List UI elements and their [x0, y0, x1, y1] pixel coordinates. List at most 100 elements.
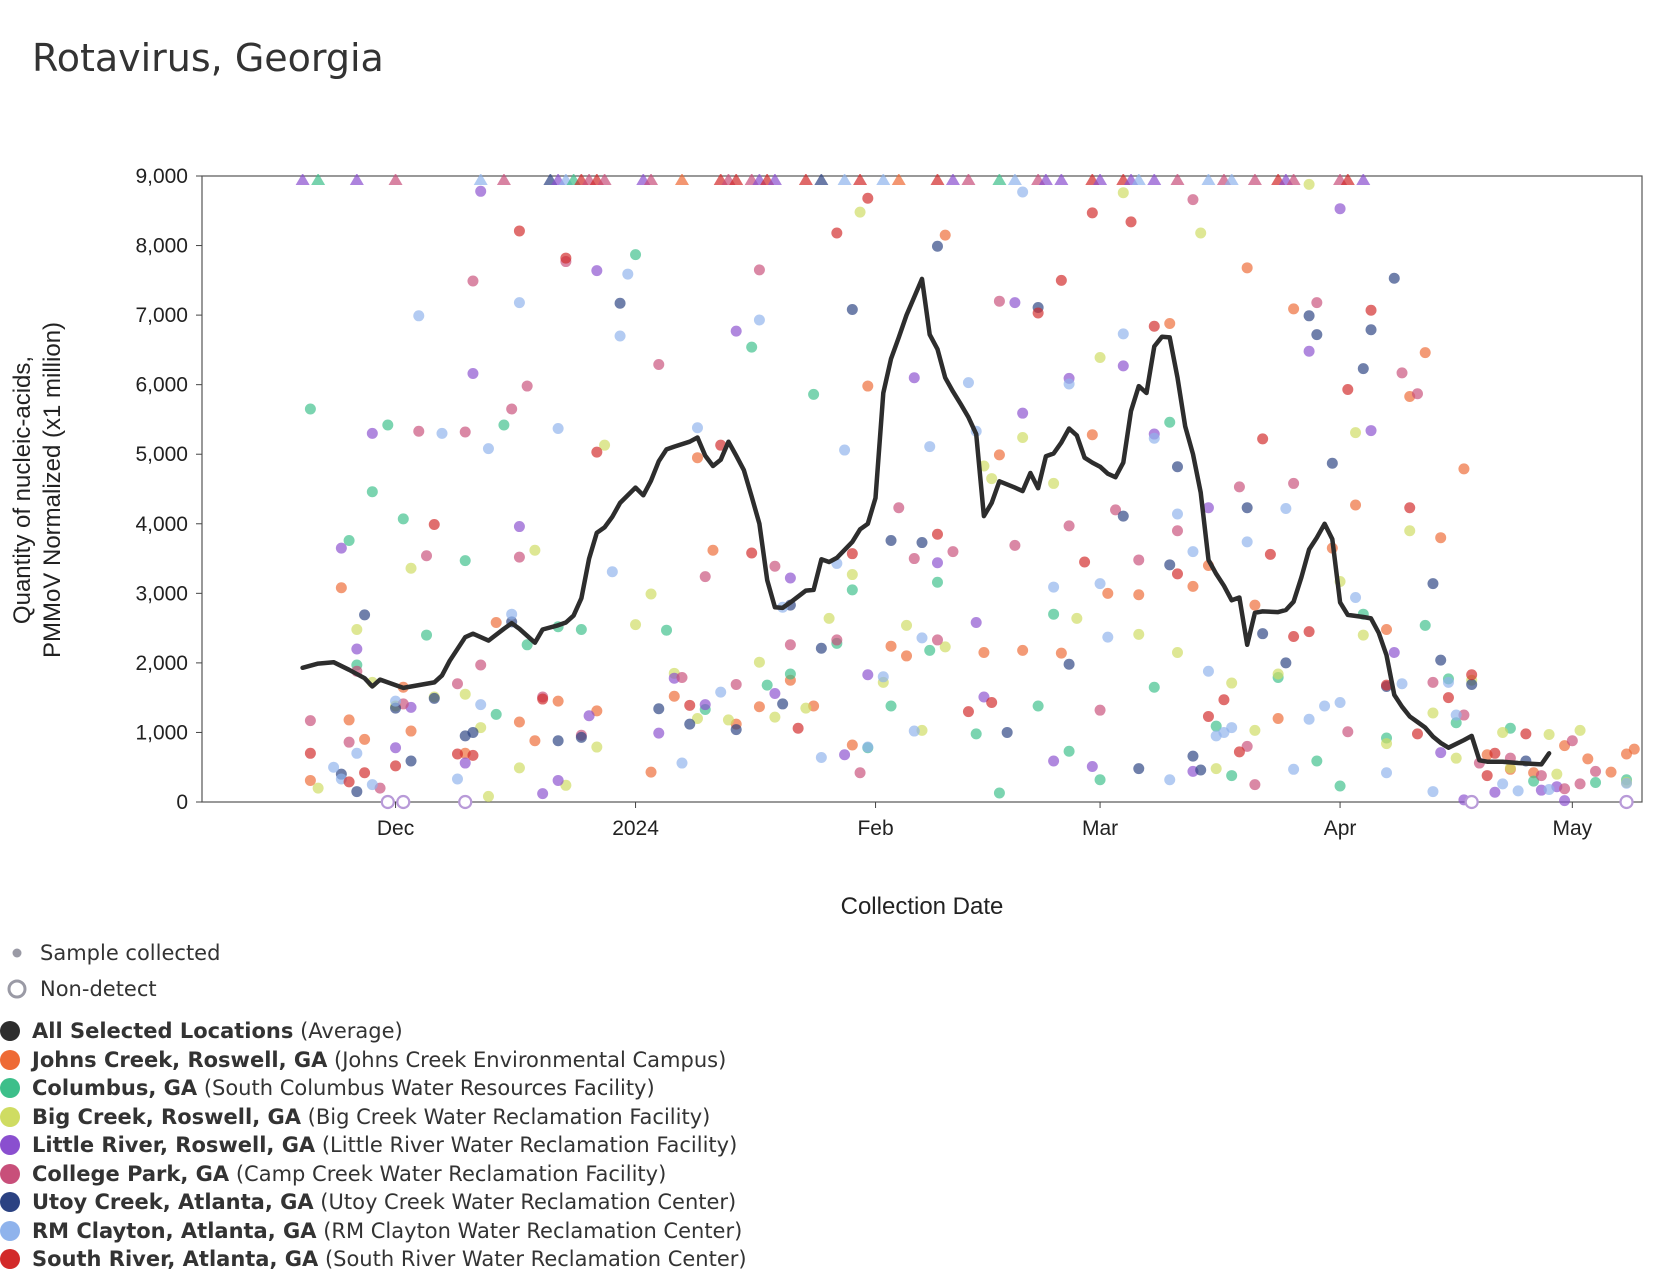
legend-item-label: RM Clayton, Atlanta, GA (RM Clayton Wate… [32, 1218, 742, 1244]
data-point-loc7 [1411, 728, 1423, 740]
data-point-loc3 [1435, 747, 1447, 759]
data-point-loc2 [1249, 724, 1261, 736]
data-point-loc3 [978, 691, 990, 703]
data-point-loc4 [1311, 297, 1323, 309]
data-point-loc2 [1303, 178, 1315, 190]
data-point-loc6 [1350, 592, 1362, 604]
above-range-marker [837, 174, 852, 185]
data-point-loc2 [986, 473, 998, 485]
legend-item-detail: (Big Creek Water Reclamation Facility) [300, 1104, 711, 1129]
data-point-loc3 [1017, 407, 1029, 419]
data-point-loc0 [1017, 644, 1029, 656]
data-point-loc6 [366, 779, 378, 791]
data-point-loc7 [1381, 679, 1393, 691]
data-point-loc6 [1164, 774, 1176, 786]
data-point-loc4 [831, 634, 843, 646]
data-point-loc1 [924, 644, 936, 656]
data-point-loc3 [467, 368, 479, 380]
non-detect-ring-icon [7, 979, 27, 999]
data-point-loc6 [1427, 786, 1439, 798]
data-point-loc6 [1450, 709, 1462, 721]
data-point-loc4 [421, 550, 433, 562]
points-group [295, 174, 1640, 810]
above-range-marker [1038, 174, 1053, 185]
data-point-loc7 [962, 706, 974, 718]
data-point-loc1 [1450, 717, 1462, 729]
data-point-loc2 [1210, 763, 1222, 775]
sample-dot-icon [12, 948, 22, 958]
data-point-loc1 [1048, 608, 1060, 620]
legend-item-name: Big Creek, Roswell, GA [32, 1104, 301, 1129]
data-point-loc6 [715, 686, 727, 698]
data-point-loc2 [823, 612, 835, 624]
above-range-marker [729, 174, 744, 185]
legend-color-dot-icon [0, 1049, 20, 1070]
above-range-marker [473, 174, 488, 185]
data-point-loc5 [359, 609, 371, 621]
data-point-loc0 [993, 449, 1005, 461]
data-point-loc5 [1117, 510, 1129, 522]
data-point-loc4 [1535, 770, 1547, 782]
data-point-loc1 [746, 341, 758, 353]
data-point-loc6 [862, 741, 874, 753]
data-point-loc0 [939, 229, 951, 241]
data-point-loc4 [475, 659, 487, 671]
data-point-loc7 [1171, 568, 1183, 580]
data-point-loc2 [1195, 227, 1207, 239]
above-range-marker [349, 174, 364, 185]
legend-non-detect-label: Non-detect [40, 977, 157, 1001]
legend-sample-collected-label: Sample collected [40, 941, 221, 965]
legend-item-name: Columbus, GA [32, 1076, 198, 1100]
data-point-loc4 [1458, 709, 1470, 721]
data-point-loc6 [1442, 676, 1454, 688]
above-range-marker [945, 174, 960, 185]
data-point-loc7 [1342, 384, 1354, 396]
data-point-loc7 [343, 776, 355, 788]
data-point-loc0 [1381, 624, 1393, 636]
data-point-loc6 [482, 443, 494, 455]
data-point-loc5 [1326, 457, 1338, 469]
above-range-marker [961, 174, 976, 185]
data-point-loc5 [1427, 578, 1439, 590]
data-point-loc6 [552, 422, 564, 434]
y-tick-label: 1,000 [135, 721, 188, 744]
data-point-loc4 [1288, 477, 1300, 489]
data-point-loc5 [1365, 324, 1377, 336]
data-point-loc1 [661, 624, 673, 636]
data-point-loc7 [1125, 216, 1137, 228]
data-point-loc3 [583, 710, 595, 722]
data-point-loc4 [1187, 194, 1199, 206]
data-point-loc2 [1133, 628, 1145, 640]
data-point-loc6 [1280, 502, 1292, 514]
data-point-loc0 [1272, 713, 1284, 725]
data-point-loc5 [1466, 678, 1478, 690]
above-range-marker [767, 174, 782, 185]
data-point-loc2 [1574, 724, 1586, 736]
data-point-loc6 [622, 268, 634, 280]
legend-item-name: Little River, Roswell, GA [32, 1133, 316, 1157]
x-axis-label: Collection Date [841, 893, 1004, 920]
data-point-loc1 [1148, 681, 1160, 693]
data-point-loc5 [1187, 750, 1199, 762]
data-point-loc0 [1086, 429, 1098, 441]
legend-color-dot-icon [0, 1106, 20, 1127]
legend-item-detail: (Little River Water Reclamation Facility… [315, 1133, 738, 1157]
data-point-loc4 [506, 403, 518, 415]
data-point-loc2 [351, 624, 363, 636]
data-point-loc4 [1063, 520, 1075, 532]
data-point-loc2 [854, 206, 866, 218]
data-point-loc5 [1280, 657, 1292, 669]
data-point-loc4 [521, 380, 533, 392]
data-point-loc3 [970, 617, 982, 629]
legend-item-detail: (Camp Creek Water Reclamation Facility) [229, 1161, 667, 1186]
data-point-loc3 [390, 742, 402, 754]
data-point-loc5 [1133, 763, 1145, 775]
data-point-loc2 [482, 790, 494, 802]
data-point-loc3 [1365, 425, 1377, 437]
data-point-loc6 [390, 695, 402, 707]
legend-item-label: Little River, Roswell, GA (Little River … [32, 1132, 737, 1158]
y-tick-label: 2,000 [135, 652, 188, 675]
data-point-loc2 [1350, 427, 1362, 439]
data-point-loc7 [684, 699, 696, 711]
data-point-loc7 [831, 227, 843, 239]
